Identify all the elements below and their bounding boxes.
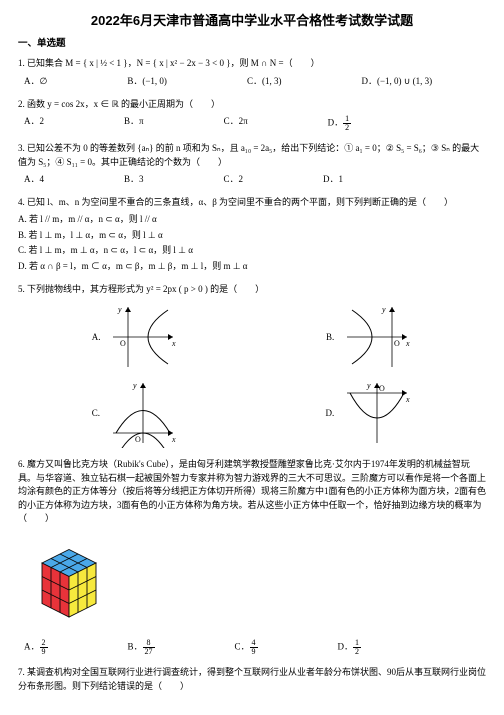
q4-opt-d: D. 若 α ∩ β = l，m ⊂ α，m ⊂ β，m ⊥ β，m ⊥ l，则…: [18, 260, 486, 273]
q6-stem: 6. 魔方又叫鲁比克方块（Rubik's Cube），是由匈牙利建筑学教授暨雕塑…: [18, 458, 486, 526]
q2-opt-c: C．2π: [224, 115, 248, 132]
q4-options: A. 若 l // m，m // α，n ⊂ α，则 l // α B. 若 l…: [18, 213, 486, 272]
question-7: 7. 某调查机构对全国互联网行业进行调查统计，得到整个互联网行业从业者年龄分布饼…: [18, 666, 486, 693]
q2-options: A．2 B．π C．2π D．12: [18, 115, 486, 132]
question-6: 6. 魔方又叫鲁比克方块（Rubik's Cube），是由匈牙利建筑学教授暨雕塑…: [18, 458, 486, 656]
q5-opt-d: D. x y O: [325, 378, 412, 448]
svg-text:y: y: [381, 305, 386, 314]
question-5: 5. 下列抛物线中，其方程形式为 y² = 2px ( p > 0 ) 的是（ …: [18, 283, 486, 449]
exam-title: 2022年6月天津市普通高中学业水平合格性考试数学试题: [18, 12, 486, 30]
q6-opt-d: D．12: [338, 639, 362, 656]
q4-opt-c: C. 若 l ⊥ m，m ⊥ α，n ⊂ α，l ⊂ α，则 l ⊥ α: [18, 244, 486, 257]
svg-text:y: y: [366, 381, 371, 390]
q1-options: A．∅ B．(−1, 0) C．(1, 3) D．(−1, 0) ∪ (1, 3…: [18, 75, 486, 88]
svg-text:O: O: [394, 339, 400, 348]
q5-stem: 5. 下列抛物线中，其方程形式为 y² = 2px ( p > 0 ) 的是（ …: [18, 283, 486, 297]
q2-opt-b: B．π: [124, 115, 144, 132]
q1-opt-c: C．(1, 3): [247, 75, 282, 88]
question-4: 4. 已知 l、m、n 为空间里不重合的三条直线，α、β 为空间里不重合的两个平…: [18, 196, 486, 273]
svg-text:O: O: [135, 435, 141, 444]
svg-text:y: y: [132, 381, 137, 390]
q6-opt-a: A．29: [24, 639, 48, 656]
question-3: 3. 已知公差不为 0 的等差数列 {aₙ} 的前 n 项和为 Sₙ，且 a₁₀…: [18, 142, 486, 186]
q3-options: A．4 B．3 C．2 D．1: [18, 173, 486, 186]
q5-opt-b: B. x y O: [326, 302, 412, 372]
section-header: 一、单选题: [18, 38, 486, 51]
q1-opt-b: B．(−1, 0): [127, 75, 167, 88]
q6-opt-c: C．49: [235, 639, 258, 656]
q2-opt-a: A．2: [24, 115, 44, 132]
parabola-b-graph: x y O: [342, 302, 412, 372]
q5-row2: C. x y O D. x y O: [18, 378, 486, 448]
q1-stem: 1. 已知集合 M = { x | ½ < 1 }，N = { x | x² −…: [18, 57, 486, 71]
q2-opt-d: D．12: [328, 115, 352, 132]
q4-opt-b: B. 若 l ⊥ m，l ⊥ α，m ⊂ α，则 l ⊥ α: [18, 229, 486, 242]
question-1: 1. 已知集合 M = { x | ½ < 1 }，N = { x | x² −…: [18, 57, 486, 87]
q3-opt-a: A．4: [24, 173, 44, 186]
svg-text:x: x: [171, 339, 176, 348]
parabola-a-graph: x y O: [108, 302, 178, 372]
q5-opt-c: C. x y O: [92, 378, 178, 448]
q4-opt-a: A. 若 l // m，m // α，n ⊂ α，则 l // α: [18, 213, 486, 226]
q5-row1: A. x y O B. x y O: [18, 302, 486, 372]
svg-text:x: x: [171, 435, 176, 444]
rubiks-cube-image: [24, 536, 114, 626]
q6-opt-b: B．827: [128, 639, 155, 656]
svg-text:x: x: [405, 395, 410, 404]
q1-opt-d: D．(−1, 0) ∪ (1, 3): [361, 75, 432, 88]
q7-stem: 7. 某调查机构对全国互联网行业进行调查统计，得到整个互联网行业从业者年龄分布饼…: [18, 666, 486, 693]
q3-stem: 3. 已知公差不为 0 的等差数列 {aₙ} 的前 n 项和为 Sₙ，且 a₁₀…: [18, 142, 486, 169]
q1-opt-a: A．∅: [24, 75, 47, 88]
q6-options: A．29 B．827 C．49 D．12: [18, 639, 486, 656]
question-2: 2. 函数 y = cos 2x，x ∈ ℝ 的最小正周期为（ ） A．2 B．…: [18, 98, 486, 133]
svg-text:x: x: [405, 339, 410, 348]
svg-text:y: y: [117, 305, 122, 314]
q3-opt-b: B．3: [124, 173, 144, 186]
q3-opt-d: D．1: [323, 173, 343, 186]
parabola-c-graph: x y O: [108, 378, 178, 448]
svg-text:O: O: [120, 339, 126, 348]
svg-text:O: O: [379, 384, 385, 393]
q3-opt-c: C．2: [224, 173, 244, 186]
q4-stem: 4. 已知 l、m、n 为空间里不重合的三条直线，α、β 为空间里不重合的两个平…: [18, 196, 486, 210]
q2-stem: 2. 函数 y = cos 2x，x ∈ ℝ 的最小正周期为（ ）: [18, 98, 486, 112]
parabola-d-graph: x y O: [342, 378, 412, 448]
q5-opt-a: A. x y O: [92, 302, 179, 372]
